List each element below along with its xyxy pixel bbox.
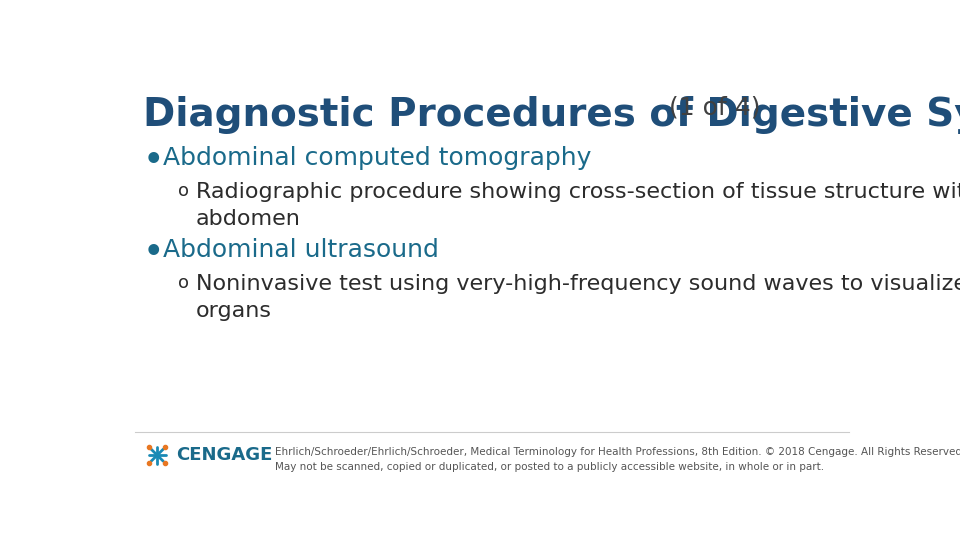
Text: •: •	[143, 238, 163, 267]
Text: Ehrlich/Schroeder/Ehrlich/Schroeder, Medical Terminology for Health Professions,: Ehrlich/Schroeder/Ehrlich/Schroeder, Med…	[275, 447, 960, 471]
Text: Abdominal computed tomography: Abdominal computed tomography	[162, 146, 591, 170]
Text: (1 of 4): (1 of 4)	[660, 96, 760, 119]
Text: •: •	[143, 146, 163, 174]
Text: Noninvasive test using very-high-frequency sound waves to visualize internal
org: Noninvasive test using very-high-frequen…	[196, 274, 960, 321]
Text: o: o	[179, 274, 189, 292]
Text: CENGAGE: CENGAGE	[176, 446, 273, 464]
Text: Radiographic procedure showing cross-section of tissue structure within
abdomen: Radiographic procedure showing cross-sec…	[196, 182, 960, 229]
Text: Diagnostic Procedures of Digestive System: Diagnostic Procedures of Digestive Syste…	[143, 96, 960, 133]
Text: Abdominal ultrasound: Abdominal ultrasound	[162, 238, 439, 262]
Text: o: o	[179, 182, 189, 200]
